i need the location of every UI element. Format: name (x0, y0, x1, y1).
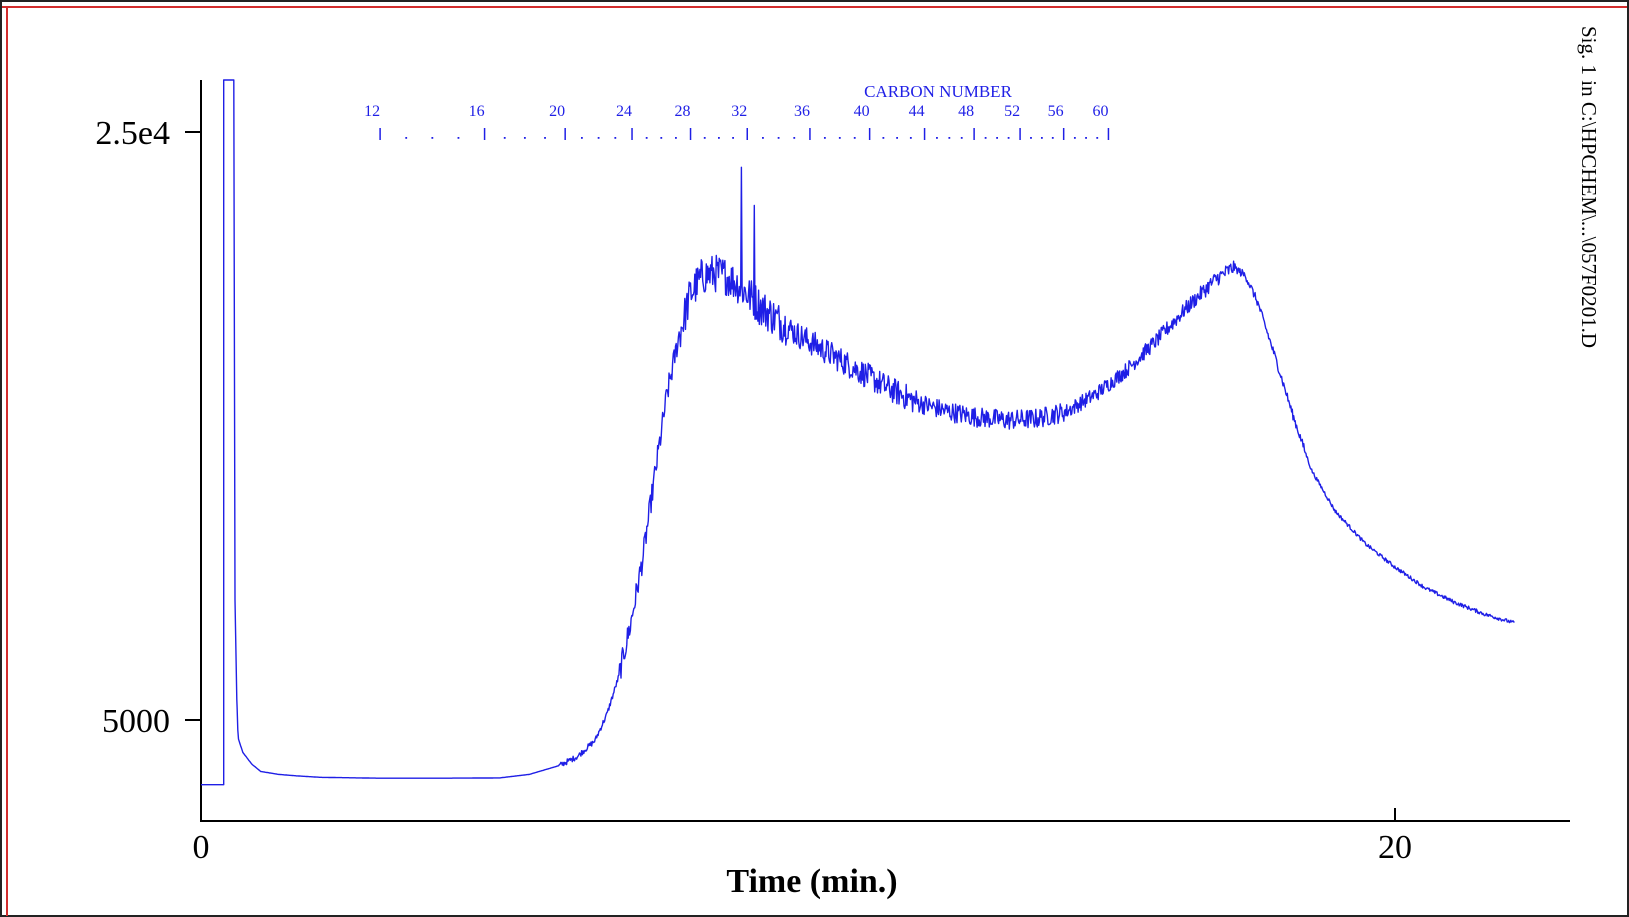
carbon-number-dot (996, 137, 998, 139)
carbon-number-dot (675, 137, 677, 139)
carbon-number-label: 32 (731, 103, 747, 120)
carbon-number-label: 24 (616, 103, 632, 120)
carbon-number-label: 28 (675, 103, 691, 120)
carbon-number-dot (732, 137, 734, 139)
carbon-number-dot (1030, 137, 1032, 139)
carbon-number-dot (853, 137, 856, 139)
x-tick-label: 0 (193, 829, 210, 866)
carbon-number-label: 52 (1004, 103, 1020, 120)
carbon-number-dot (614, 137, 617, 139)
carbon-number-label: 60 (1092, 103, 1108, 120)
carbon-number-dot (948, 137, 951, 139)
carbon-number-dot (597, 137, 600, 139)
carbon-number-dot (1085, 137, 1087, 139)
carbon-number-dot (1096, 137, 1099, 139)
carbon-number-label: 36 (794, 103, 810, 120)
carbon-number-label: 20 (549, 103, 565, 120)
carbon-number-dot (503, 137, 506, 139)
carbon-number-dot (1040, 137, 1043, 139)
carbon-number-dot (793, 137, 796, 139)
signal-label: Sig. 1 in C:\HPCHEM\...\057F0201.D (1577, 26, 1601, 348)
carbon-number-label: 40 (854, 103, 870, 120)
chromatogram-trace (201, 79, 1515, 786)
carbon-number-dot (896, 137, 899, 139)
carbon-number-dot (645, 137, 648, 139)
carbon-number-dot (1051, 137, 1054, 139)
carbon-number-dot (523, 137, 526, 139)
carbon-scale-title: CARBON NUMBER (864, 82, 1012, 101)
carbon-number-dot (823, 137, 826, 139)
x-tick-label: 20 (1378, 829, 1412, 866)
carbon-number-dot (660, 137, 663, 139)
carbon-number-dot (762, 137, 764, 139)
carbon-number-dot (580, 137, 583, 139)
carbon-number-dot (405, 137, 408, 139)
carbon-number-dot (1007, 137, 1010, 139)
carbon-number-label: 48 (958, 103, 974, 120)
y-tick-label: 5000 (102, 703, 170, 740)
y-tick-label: 2.5e4 (95, 115, 170, 152)
carbon-number-dot (936, 137, 938, 139)
carbon-number-dot (717, 137, 720, 139)
carbon-number-dot (909, 137, 912, 139)
carbon-number-dot (838, 137, 841, 139)
carbon-number-dot (457, 137, 460, 139)
x-axis-label: Time (min.) (726, 863, 897, 900)
carbon-number-dot (703, 137, 706, 139)
carbon-number-dot (882, 137, 885, 139)
carbon-number-dot (1073, 137, 1076, 139)
carbon-number-label: 56 (1048, 103, 1064, 120)
carbon-number-dot (777, 137, 780, 139)
carbon-number-dot (544, 137, 546, 139)
carbon-number-dot (984, 137, 987, 139)
carbon-number-label: 16 (469, 103, 485, 120)
carbon-number-dot (960, 137, 963, 139)
carbon-number-dot (431, 137, 434, 139)
carbon-number-label: 12 (364, 103, 380, 120)
carbon-number-label: 44 (909, 103, 925, 120)
